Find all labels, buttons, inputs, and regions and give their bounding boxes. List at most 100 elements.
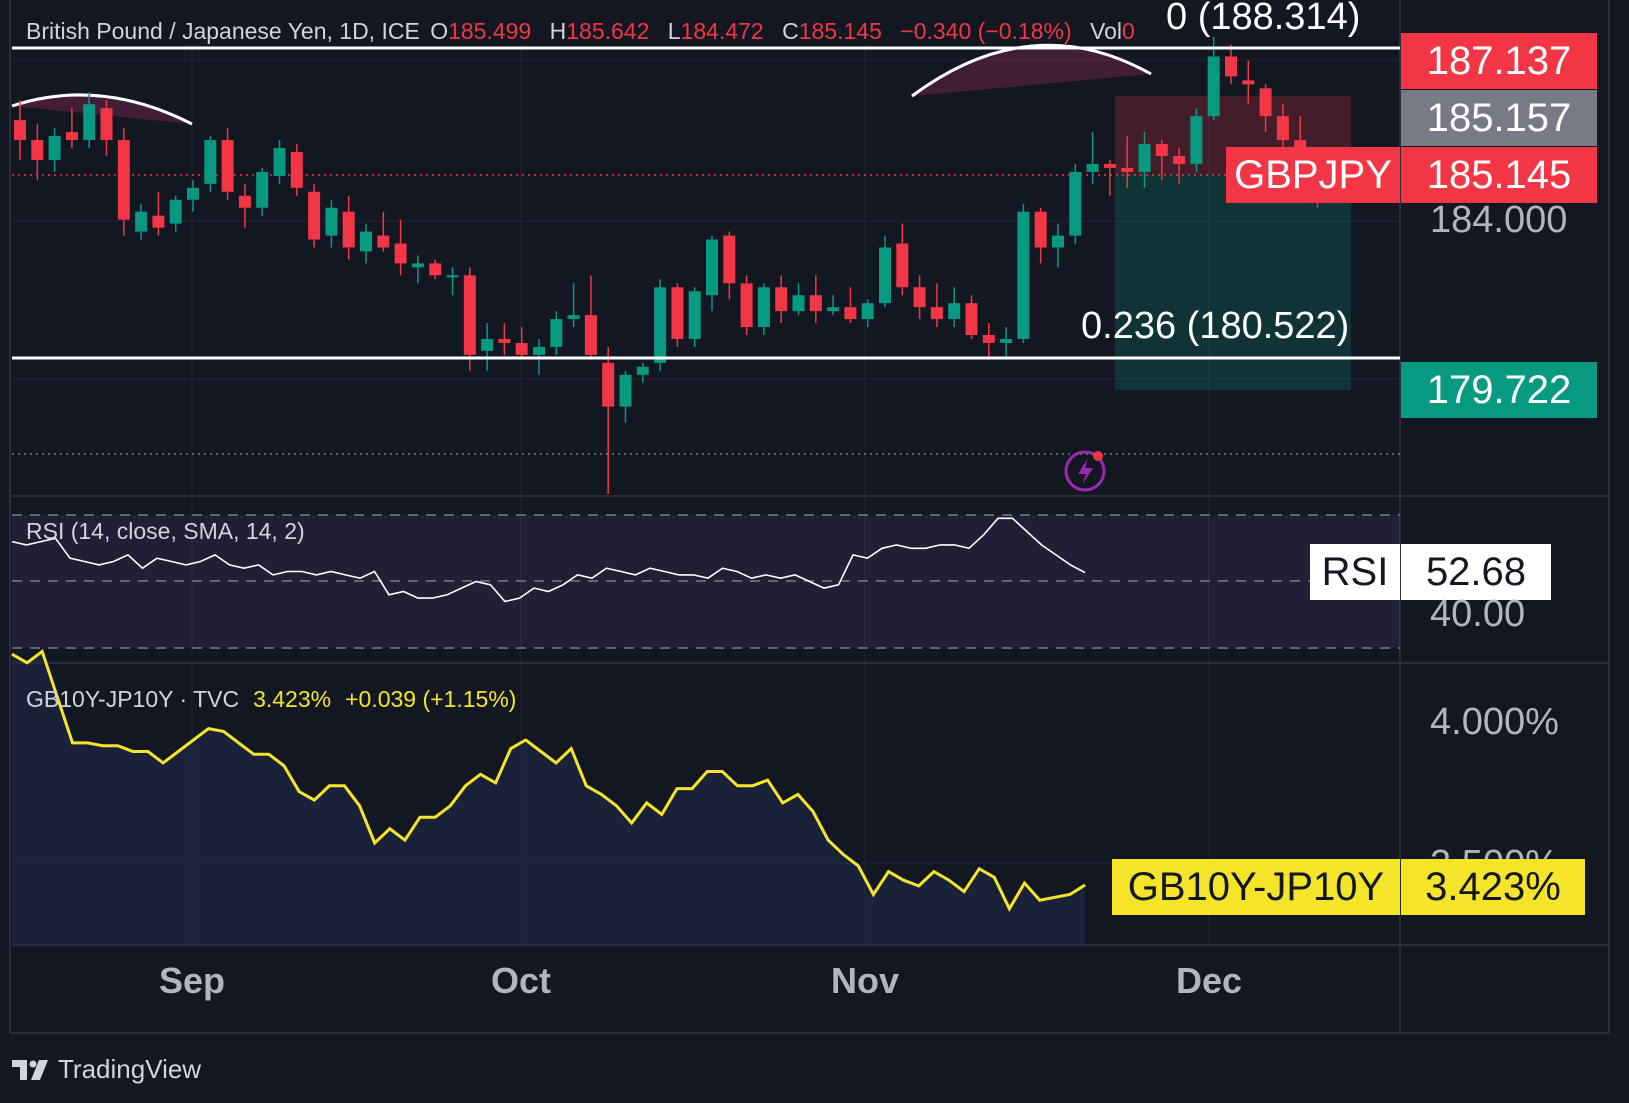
rsi-tag: RSI xyxy=(1310,544,1400,600)
close-label: C xyxy=(782,18,799,44)
candle-body xyxy=(342,211,355,248)
candle-body xyxy=(14,120,26,141)
candle-body xyxy=(775,287,788,312)
candle-body xyxy=(654,287,667,363)
candle-body xyxy=(740,283,753,328)
stop-price-value: 187.137 xyxy=(1426,38,1572,83)
candle-body xyxy=(325,207,338,236)
candle-body xyxy=(913,287,926,308)
rsi-band-lines xyxy=(12,514,1400,649)
gray-price-value: 185.157 xyxy=(1426,95,1572,140)
candle-body xyxy=(48,136,61,160)
open-label: O xyxy=(430,18,449,44)
last-price-tag: 185.145 xyxy=(1401,147,1597,203)
symbol-description[interactable]: British Pound / Japanese Yen, 1D, ICE xyxy=(26,18,420,44)
rounded-top-arc-right[interactable] xyxy=(911,43,1152,98)
high-value: 185.642 xyxy=(566,18,650,44)
x-axis-label-sep: Sep xyxy=(158,960,226,1001)
target-price-value: 179.722 xyxy=(1426,367,1572,412)
candle-body xyxy=(792,295,805,312)
candle-body xyxy=(1225,56,1237,77)
candle-body xyxy=(256,171,269,208)
candles-group xyxy=(14,36,1324,495)
candle-body xyxy=(1138,144,1151,172)
target-price-tag: 179.722 xyxy=(1401,362,1597,418)
volume-value: 0 xyxy=(1121,18,1135,44)
candle-body xyxy=(1052,235,1064,248)
candle-body xyxy=(1242,80,1255,85)
candle-body xyxy=(879,247,891,304)
candle-body xyxy=(429,263,442,276)
spread-area-fill xyxy=(12,651,1085,945)
candle-body xyxy=(636,366,649,375)
candle-body xyxy=(1000,338,1013,343)
spread-value-tag: 3.423% xyxy=(1401,859,1585,915)
x-axis-label-nov: Nov xyxy=(830,960,900,1001)
candle-body xyxy=(930,307,943,320)
stop-price-tag: 187.137 xyxy=(1401,33,1597,89)
rsi-line xyxy=(11,517,1086,603)
candle-body xyxy=(844,307,857,320)
x-axis-label-dec: Dec xyxy=(1175,960,1243,1001)
candle-body xyxy=(1069,171,1082,236)
candle-body xyxy=(1207,56,1220,117)
brand-name: TradingView xyxy=(58,1054,202,1084)
high-label: H xyxy=(549,18,567,44)
candle-body xyxy=(1276,116,1289,141)
candle-body xyxy=(152,215,165,228)
candle-body xyxy=(498,338,511,343)
candle-body xyxy=(982,335,995,343)
candle-body xyxy=(360,231,372,252)
candle-body xyxy=(1190,116,1203,164)
candle-body xyxy=(394,243,407,264)
gray-price-tag: 185.157 xyxy=(1401,90,1597,146)
rsi-axis-label: 40.00 xyxy=(1430,593,1526,635)
candle-body xyxy=(100,108,113,141)
candle-body xyxy=(204,140,217,184)
symbol-tag[interactable]: GBPJPY xyxy=(1226,147,1400,203)
candle-body xyxy=(169,199,182,224)
candle-body xyxy=(1017,211,1030,339)
candle-body xyxy=(515,342,528,355)
candle-body xyxy=(273,148,286,176)
candle-body xyxy=(757,287,770,328)
low-value: 184.472 xyxy=(680,18,764,44)
alert-lightning-icon[interactable] xyxy=(1064,450,1106,492)
candle-body xyxy=(135,211,148,232)
candle-body xyxy=(827,307,840,312)
spread-axis-top: 4.000% xyxy=(1430,701,1559,743)
candle-body xyxy=(377,235,390,248)
candle-body xyxy=(463,275,476,355)
candle-body xyxy=(861,303,874,320)
symbol-tag-label: GBPJPY xyxy=(1234,152,1392,197)
tradingview-logo[interactable]: TradingView xyxy=(12,1054,201,1085)
rsi-value-tag: 52.68 xyxy=(1401,544,1551,600)
spread-label: GB10Y-JP10Y · TVC xyxy=(26,686,240,712)
open-value: 185.499 xyxy=(448,18,532,44)
candle-body xyxy=(117,140,130,220)
spread-tag-label: GB10Y-JP10Y xyxy=(1127,864,1385,909)
rsi-value: 52.68 xyxy=(1425,549,1527,594)
candle-body xyxy=(1121,167,1134,172)
spread-legend[interactable]: GB10Y-JP10Y · TVC 3.423% +0.039 (+1.15%) xyxy=(26,686,516,713)
candle-body xyxy=(446,275,459,278)
candle-body xyxy=(308,191,321,240)
candle-body xyxy=(65,132,78,141)
candle-body xyxy=(1034,211,1047,248)
low-label: L xyxy=(667,18,681,44)
candle-body xyxy=(550,319,563,347)
candle-body xyxy=(706,239,718,296)
candle-body xyxy=(1155,144,1168,156)
candle-body xyxy=(896,243,909,288)
candle-body xyxy=(83,104,96,141)
candle-body xyxy=(533,346,545,355)
candle-body xyxy=(723,235,736,284)
rsi-legend[interactable]: RSI (14, close, SMA, 14, 2) xyxy=(26,518,305,544)
legend-header: British Pound / Japanese Yen, 1D, ICE O1… xyxy=(26,18,1139,45)
position-target-zone[interactable] xyxy=(1115,174,1351,390)
candle-body xyxy=(809,295,822,312)
close-value: 185.145 xyxy=(798,18,882,44)
tradingview-logo-icon xyxy=(12,1059,48,1080)
candle-body xyxy=(688,291,701,339)
spread-symbol-tag: GB10Y-JP10Y xyxy=(1112,859,1400,915)
